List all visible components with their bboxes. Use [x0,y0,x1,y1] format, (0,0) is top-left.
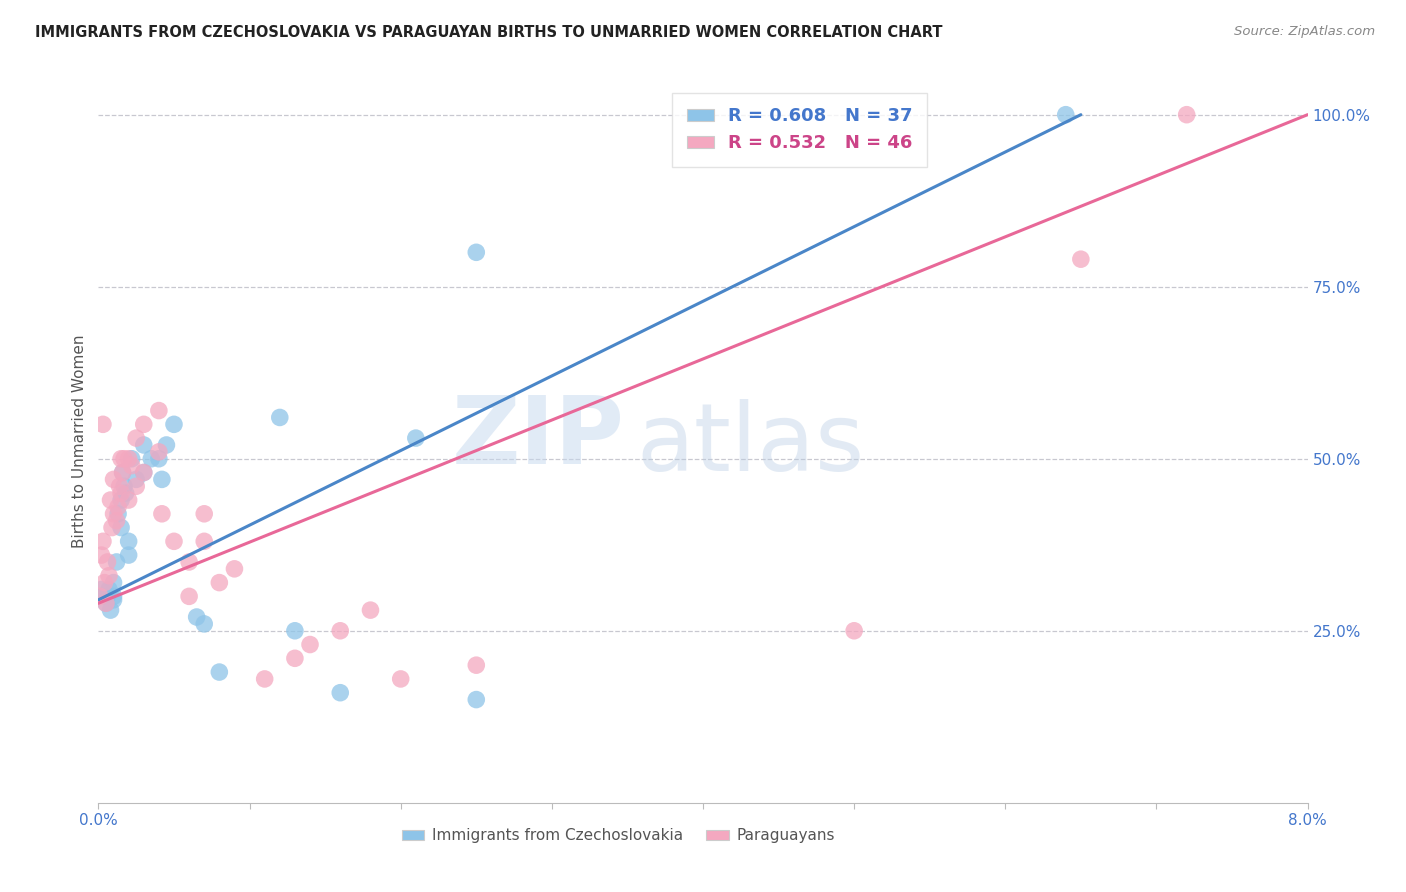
Point [114,486,136,500]
Point [125,431,148,445]
Point [193,616,215,631]
Point [465,658,488,673]
Point [98,582,121,597]
Point [103,507,125,521]
Point [103,472,125,486]
Point [141,451,163,466]
Point [94,596,117,610]
Point [111,466,134,480]
Point [107,500,129,514]
Point [193,534,215,549]
Point [103,575,125,590]
Point [125,472,148,486]
Point [208,665,231,679]
Point [1070,252,1092,267]
Point [118,451,141,466]
Point [405,431,427,445]
Point [105,555,128,569]
Point [329,624,352,638]
Point [329,686,352,700]
Point [89,590,111,604]
Point [844,624,866,638]
Point [111,466,134,480]
Point [91,534,114,549]
Point [360,603,382,617]
Point [132,466,155,480]
Point [105,514,128,528]
Point [91,590,114,604]
Point [103,592,125,607]
Point [100,493,122,508]
Point [110,451,132,466]
Point [125,479,148,493]
Point [148,451,170,466]
Point [94,596,117,610]
Point [101,520,124,534]
Text: IMMIGRANTS FROM CZECHOSLOVAKIA VS PARAGUAYAN BIRTHS TO UNMARRIED WOMEN CORRELATI: IMMIGRANTS FROM CZECHOSLOVAKIA VS PARAGU… [35,25,942,40]
Point [1054,108,1077,122]
Point [163,534,186,549]
Text: atlas: atlas [637,399,865,491]
Point [96,590,118,604]
Point [150,472,173,486]
Point [284,624,307,638]
Point [186,610,208,624]
Point [155,438,177,452]
Point [208,575,231,590]
Point [132,466,155,480]
Point [107,507,129,521]
Text: Source: ZipAtlas.com: Source: ZipAtlas.com [1234,25,1375,38]
Point [93,575,115,590]
Point [193,507,215,521]
Point [112,479,135,493]
Point [90,548,112,562]
Legend: Immigrants from Czechoslovakia, Paraguayans: Immigrants from Czechoslovakia, Paraguay… [395,822,841,849]
Point [1175,108,1198,122]
Point [269,410,291,425]
Point [110,486,132,500]
Point [103,590,125,604]
Point [224,562,246,576]
Point [121,458,143,473]
Text: ZIP: ZIP [451,392,624,484]
Point [132,438,155,452]
Y-axis label: Births to Unmarried Women: Births to Unmarried Women [72,334,87,549]
Point [150,507,173,521]
Point [98,568,121,582]
Point [118,548,141,562]
Point [96,555,118,569]
Point [148,445,170,459]
Point [179,590,201,604]
Point [112,451,135,466]
Point [389,672,412,686]
Point [132,417,155,432]
Point [100,603,122,617]
Point [90,582,112,597]
Point [118,534,141,549]
Point [91,417,114,432]
Point [148,403,170,417]
Point [163,417,186,432]
Point [108,479,131,493]
Point [465,692,488,706]
Point [465,245,488,260]
Point [284,651,307,665]
Point [179,555,201,569]
Point [121,451,143,466]
Point [118,493,141,508]
Point [110,520,132,534]
Point [253,672,276,686]
Point [299,638,322,652]
Point [110,493,132,508]
